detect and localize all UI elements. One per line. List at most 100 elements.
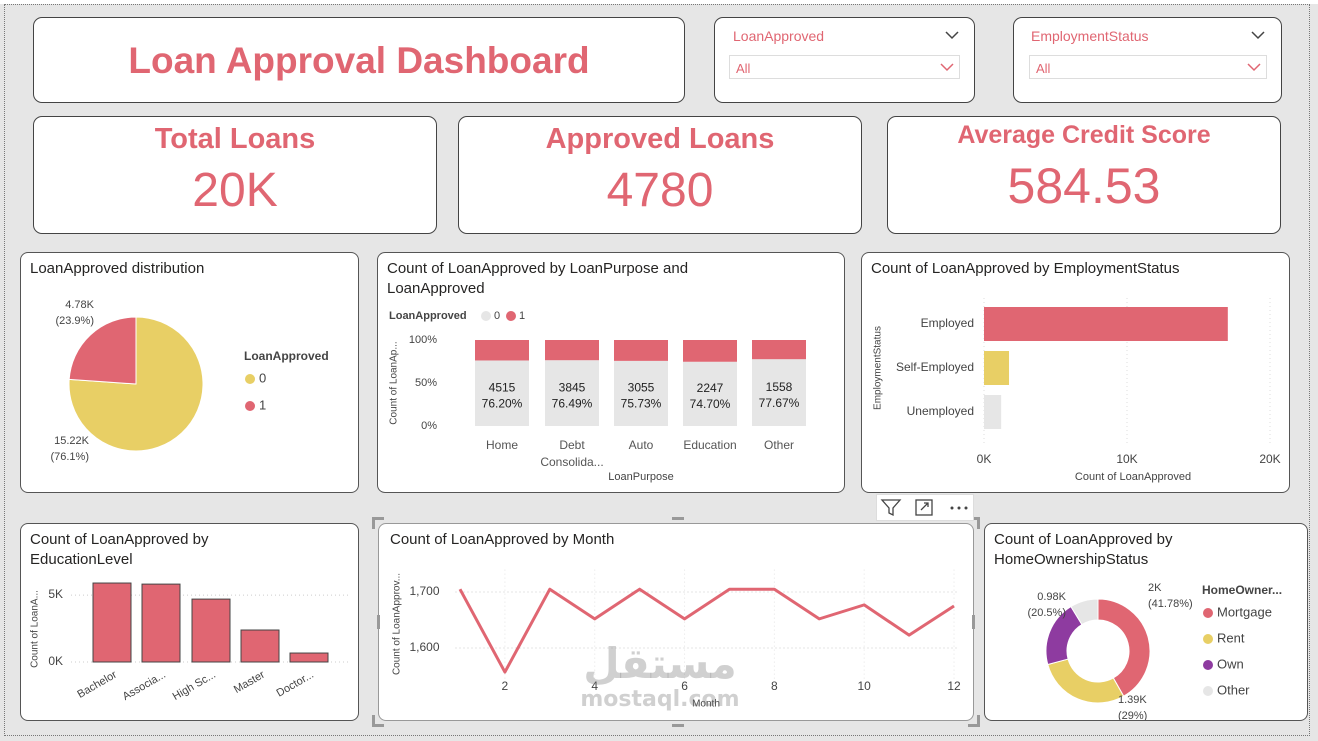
- x-tick-label: Debt Consolida...: [540, 438, 604, 469]
- slice: [68, 316, 137, 385]
- y-axis-title: Count of LoanA...: [30, 590, 41, 668]
- bar-segment: [545, 340, 599, 361]
- x-tick-label: 6: [681, 679, 688, 693]
- legend-marker: [245, 374, 255, 384]
- data-label-percent: (20.5%): [1027, 607, 1066, 619]
- canvas-frame: [4, 4, 1310, 736]
- slice: [68, 316, 204, 452]
- legend-title: HomeOwner...: [1202, 583, 1282, 597]
- focus-mode-icon[interactable]: [915, 499, 933, 516]
- legend-title: LoanApproved: [244, 349, 329, 363]
- x-tick-label: 4: [591, 679, 598, 693]
- chart: 1,600 1,700 2 4 6 8 10 12 Month Count of LoanAppr…: [392, 569, 961, 710]
- bar: [191, 598, 231, 663]
- x-axis-title: Month: [692, 699, 720, 710]
- data-label-percent: (41.78%): [1148, 598, 1193, 610]
- data-label: 76.49%: [552, 396, 593, 410]
- chevron: [945, 31, 959, 40]
- count-label: 1558: [766, 380, 793, 394]
- count-label: 2247: [697, 381, 724, 395]
- slicer-dropdown[interactable]: All: [1029, 55, 1267, 79]
- slice: [1047, 658, 1125, 704]
- slicer-label: LoanApproved: [733, 28, 825, 44]
- legend-marker: [245, 401, 255, 411]
- legend-marker: [481, 311, 491, 321]
- chart-panel[interactable]: 1,600 1,700 2 4 6 8 10 12 Month Count of LoanAppr…: [378, 523, 974, 721]
- bar: [289, 652, 329, 663]
- legend-label: Other: [1217, 682, 1250, 697]
- y-axis-title: Count of LoanAp...: [389, 341, 400, 424]
- x-tick-label: 0K: [977, 452, 992, 466]
- slicer-dropdown[interactable]: All: [729, 55, 960, 79]
- slicer[interactable]: LoanApproved All: [714, 17, 975, 103]
- count-label: 3055: [628, 381, 655, 395]
- y-tick-label: 100%: [409, 334, 437, 346]
- chart-panel: LoanApproved 0 1 0% 50% 100% 4515 76.20% 3845 76.…: [377, 252, 845, 493]
- bar-segment: [475, 360, 529, 426]
- chart-title: LoanApproved distribution: [30, 260, 205, 277]
- legend-label: 1: [519, 310, 525, 322]
- chevron: [1247, 63, 1261, 72]
- bar: [984, 395, 1002, 429]
- legend-title: LoanApproved: [389, 310, 467, 322]
- data-label: 4.78K: [65, 299, 94, 311]
- chart-panel: 0K 10K 20K Employed Self-Employed Unemployed C…: [861, 252, 1290, 493]
- y-tick-label: 50%: [415, 377, 437, 389]
- x-tick-label: 2: [502, 679, 509, 693]
- x-tick-label: 20K: [1259, 452, 1280, 466]
- y-tick-label: Unemployed: [907, 404, 974, 418]
- y-tick-label: Self-Employed: [896, 360, 974, 374]
- slice: [1070, 598, 1099, 626]
- y-tick-label: 0K: [48, 654, 63, 668]
- card-value: 4780: [606, 164, 714, 217]
- card-value: 584.53: [1007, 158, 1161, 214]
- x-tick-label: 10: [858, 679, 872, 693]
- bar-segment: [614, 360, 668, 426]
- chart-title: Count of LoanApproved by HomeOwnershipSt…: [994, 531, 1173, 568]
- dashboard-title: Loan Approval Dashboard: [128, 40, 590, 81]
- line: [458, 587, 955, 674]
- legend-marker: [506, 311, 516, 321]
- slice: [1097, 598, 1151, 697]
- card-title: Approved Loans: [545, 123, 775, 155]
- data-label: 15.22K: [54, 435, 90, 447]
- data-label: 75.73%: [621, 397, 662, 411]
- legend-label: Rent: [1217, 630, 1245, 645]
- bar-segment: [614, 340, 668, 361]
- legend-marker: [1203, 686, 1213, 696]
- data-label-percent: (23.9%): [55, 315, 94, 327]
- data-label: 1.39K: [1118, 694, 1147, 706]
- data-label: 0.98K: [1037, 591, 1066, 603]
- more-options-icon[interactable]: [950, 506, 968, 510]
- bar: [92, 582, 132, 663]
- bar-segment: [545, 360, 599, 426]
- chart-title: Count of LoanApproved by Month: [390, 531, 615, 548]
- y-axis-title: Count of LoanApprov...: [392, 573, 403, 675]
- x-tick-label: Home: [485, 438, 518, 452]
- chart-title: Count of LoanApproved by EducationLevel: [30, 531, 209, 568]
- slicer-value: All: [736, 61, 751, 76]
- bar: [240, 629, 280, 663]
- count-label: 3845: [559, 380, 586, 394]
- chart: 2K (41.78%) 1.39K (29%) 0.98K (20.5%) HomeOwne…: [1027, 582, 1282, 720]
- y-axis-title: EmploymentStatus: [873, 326, 884, 410]
- count-label: 4515: [489, 380, 516, 394]
- x-tick-label: Master: [232, 669, 267, 696]
- x-axis-title: Count of LoanApproved: [1075, 471, 1191, 483]
- x-tick-label: Associa...: [121, 669, 168, 703]
- visual-header: [876, 494, 974, 521]
- data-label: 77.67%: [759, 396, 800, 410]
- y-tick-label: 0%: [421, 420, 437, 432]
- y-tick-label: 1,600: [409, 640, 439, 654]
- chart-panel: 15.22K (76.1%) 4.78K (23.9%) LoanApproved 0 1 …: [20, 252, 359, 493]
- x-tick-label: Other: [763, 438, 794, 452]
- bar: [984, 307, 1228, 341]
- slicer[interactable]: EmploymentStatus All: [1013, 17, 1282, 103]
- legend-label: Own: [1217, 656, 1244, 671]
- card-title: Total Loans: [154, 123, 316, 155]
- legend-marker: [1203, 660, 1213, 670]
- filter-icon[interactable]: [880, 499, 902, 517]
- legend-marker: [1203, 634, 1213, 644]
- x-tick-label: 10K: [1116, 452, 1137, 466]
- chevron: [940, 63, 954, 72]
